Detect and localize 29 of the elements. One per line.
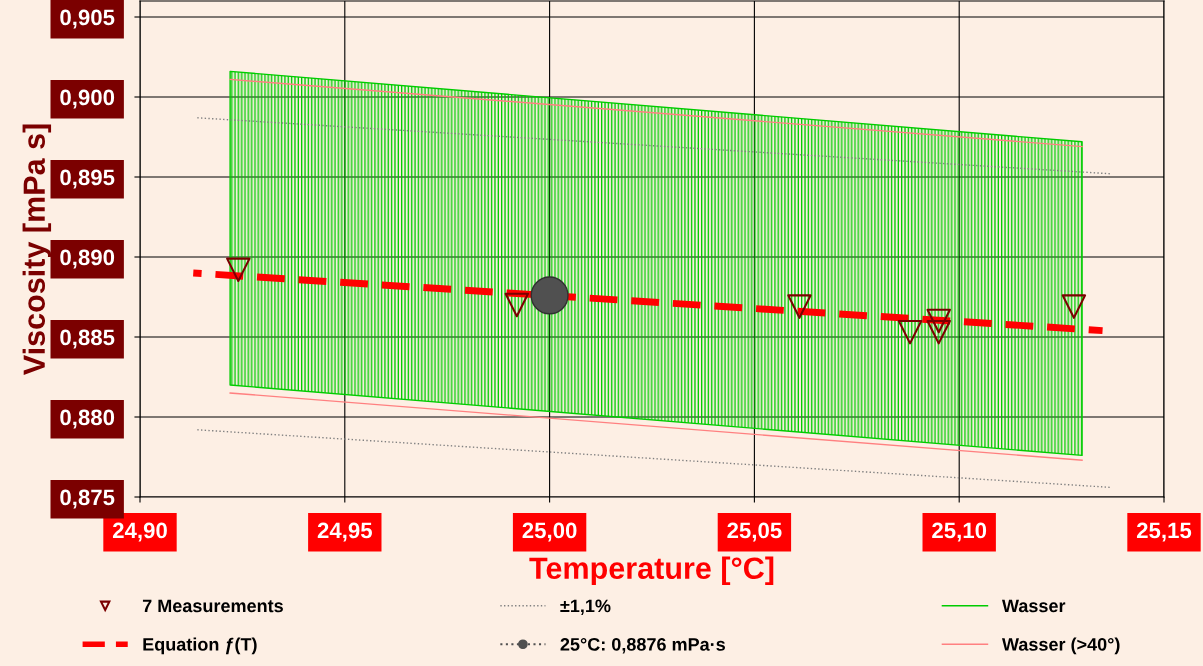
x-tick-label: 24,95 (317, 522, 372, 542)
legend-label: Wasser (>40°) (1001, 637, 1120, 655)
y-tick-label: 0,875 (60, 489, 115, 509)
y-tick-label: 0,890 (60, 249, 115, 269)
y-tick-label: 0,885 (60, 329, 115, 349)
point (787, 294, 812, 319)
legend-label: Wasser (1001, 599, 1066, 613)
y-tick-label: 0,905 (60, 9, 115, 29)
point (1061, 294, 1087, 319)
point (926, 319, 951, 345)
legend-label: 7 Measurements (142, 599, 283, 613)
y-tick-label: 0,880 (60, 409, 115, 429)
point (926, 308, 951, 334)
point (530, 276, 569, 315)
x-tick-label: 24,90 (112, 522, 167, 542)
x-tick-label: 25,15 (1136, 522, 1192, 542)
point (897, 319, 923, 345)
y-tick-label: 0,900 (60, 89, 115, 109)
legend-label: Equation ƒ(T) (143, 637, 257, 655)
x-tick-label: 25,05 (727, 522, 782, 542)
legend-label: 25°C: 0,8876 mPa·s (560, 637, 725, 654)
point (504, 292, 530, 318)
point (226, 257, 251, 283)
y-axis-title: Viscosity [mPa s] (22, 124, 52, 376)
x-axis-title: Temperature [°C] (529, 556, 774, 586)
legend-label: ±1,1% (560, 599, 611, 615)
x-tick-label: 25,10 (932, 522, 987, 542)
x-tick-label: 25,00 (522, 522, 577, 542)
y-tick-label: 0,895 (60, 169, 115, 189)
